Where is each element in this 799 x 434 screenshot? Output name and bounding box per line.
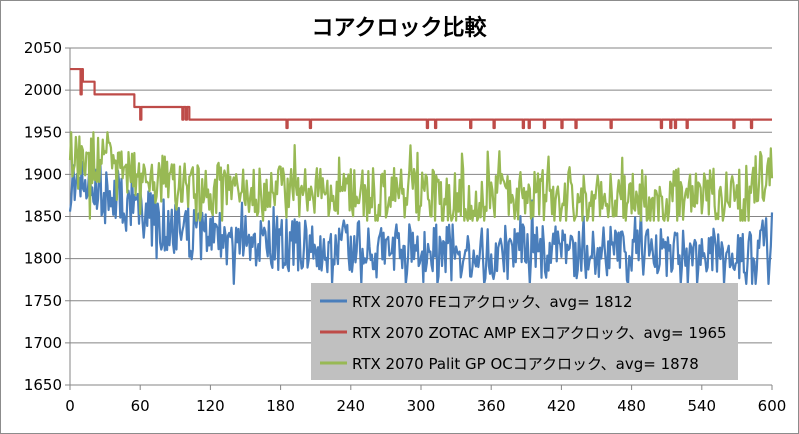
- legend-label: RTX 2070 ZOTAC AMP EXコアクロック、avg= 1965: [352, 324, 727, 342]
- legend-box: [311, 283, 738, 380]
- y-tick-label: 1800: [24, 250, 62, 268]
- series-lines: [68, 67, 774, 285]
- x-tick-label: 120: [196, 397, 225, 415]
- x-tick-label: 180: [266, 397, 295, 415]
- legend: RTX 2070 FEコアクロック、avg= 1812 RTX 2070 ZOTA…: [311, 283, 738, 380]
- x-tick-label: 0: [65, 397, 75, 415]
- x-tick-label: 600: [758, 397, 787, 415]
- x-tick-label: 540: [687, 397, 716, 415]
- series-line-2: [70, 67, 772, 130]
- y-tick-label: 2050: [24, 39, 62, 57]
- series-line-1: [68, 160, 774, 285]
- x-tick-label: 420: [547, 397, 576, 415]
- legend-label: RTX 2070 Palit GP OCコアクロック、avg= 1878: [352, 355, 699, 373]
- chart-title: コアクロック比較: [312, 15, 488, 41]
- x-tick-label: 480: [617, 397, 646, 415]
- x-tick-label: 240: [336, 397, 365, 415]
- y-tick-label: 1650: [24, 376, 62, 394]
- y-tick-label: 1750: [24, 292, 62, 310]
- legend-label: RTX 2070 FEコアクロック、avg= 1812: [352, 293, 633, 311]
- y-tick-label: 1950: [24, 123, 62, 141]
- axes: 1650 1700 1750 1800 1850 1900 1950 2000 2050 0 60 1…: [24, 39, 787, 415]
- y-tick-label: 1700: [24, 334, 62, 352]
- y-tick-label: 1850: [24, 208, 62, 226]
- series-line-3: [68, 131, 774, 222]
- x-tick-label: 360: [477, 397, 506, 415]
- x-tick-label: 60: [131, 397, 150, 415]
- y-tick-label: 2000: [24, 81, 62, 99]
- y-tick-label: 1900: [24, 165, 62, 183]
- x-tick-label: 300: [407, 397, 436, 415]
